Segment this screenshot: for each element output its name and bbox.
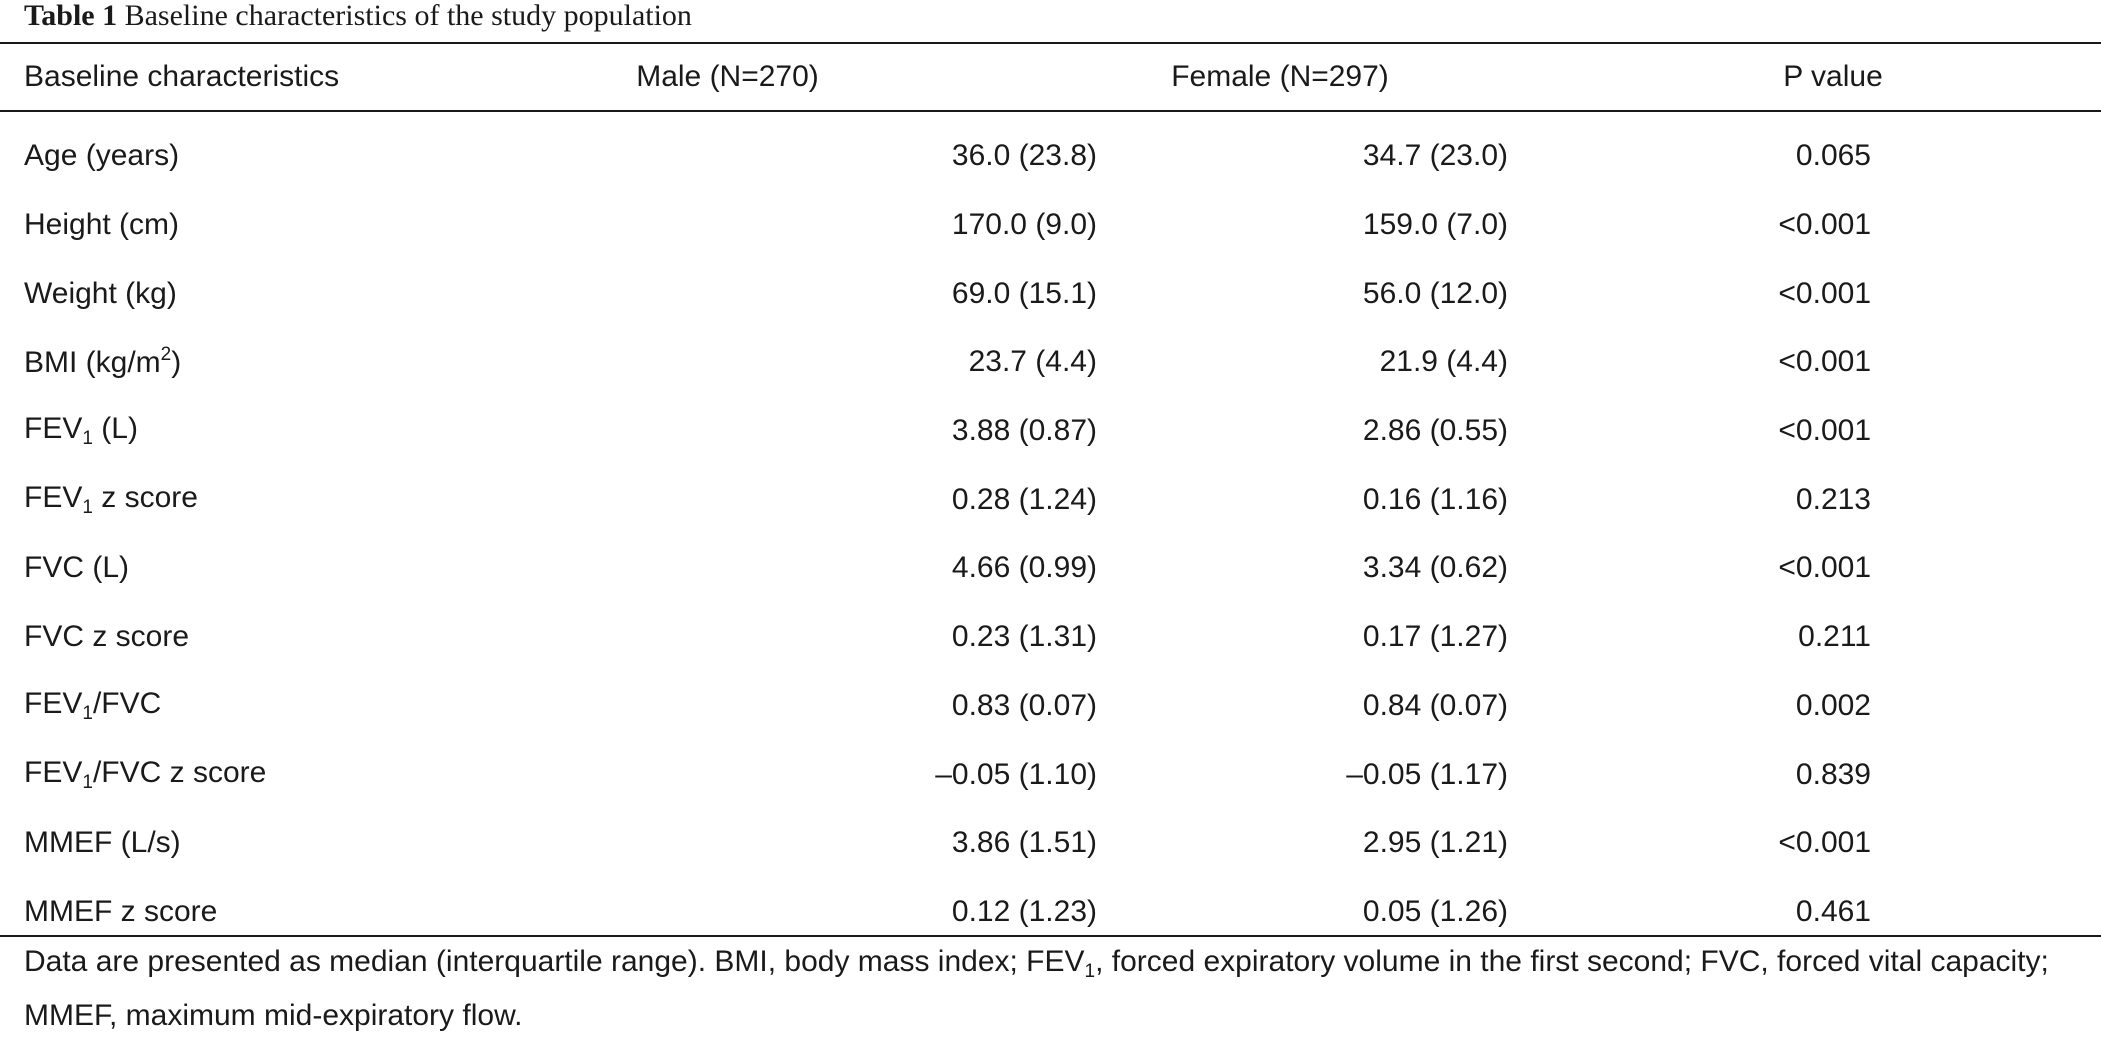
p-value: 0.213 xyxy=(1795,482,1871,516)
female-value: 3.34 (0.62) xyxy=(1362,551,1508,585)
male-value: 4.66 (0.99) xyxy=(951,551,1097,585)
table-header-rule xyxy=(0,110,2101,112)
column-header-female: Female (N=297) xyxy=(1171,60,1389,93)
row-label: BMI (kg/m2) xyxy=(0,328,460,397)
table-top-rule xyxy=(0,42,2101,44)
table-row: FEV1 (L) 3.88 (0.87) 2.86 (0.55) <0.001 xyxy=(0,397,2101,466)
table-bottom-rule xyxy=(0,935,2101,937)
female-value: 0.16 (1.16) xyxy=(1362,482,1508,516)
male-value: 0.83 (0.07) xyxy=(951,688,1097,722)
table-row: Age (years) 36.0 (23.8) 34.7 (23.0) 0.06… xyxy=(0,122,2101,191)
female-value: 2.86 (0.55) xyxy=(1362,414,1508,448)
row-label-suffix: /FVC z score xyxy=(92,755,267,789)
row-label-text: FEV xyxy=(24,412,83,446)
row-label-superscript: 2 xyxy=(160,344,172,366)
male-value: 36.0 (23.8) xyxy=(951,139,1097,173)
table-row: MMEF (L/s) 3.86 (1.51) 2.95 (1.21) <0.00… xyxy=(0,809,2101,878)
row-label: FEV1 z score xyxy=(0,465,460,534)
table-row: FEV1/FVC 0.83 (0.07) 0.84 (0.07) 0.002 xyxy=(0,672,2101,741)
female-value: 159.0 (7.0) xyxy=(1362,208,1508,242)
row-label: Height (cm) xyxy=(24,208,180,242)
row-label: FEV1/FVC xyxy=(0,672,460,741)
table-caption: Table 1 Baseline characteristics of the … xyxy=(24,0,692,36)
p-value: <0.001 xyxy=(1778,345,1871,379)
male-value: 69.0 (15.1) xyxy=(951,276,1097,310)
table-footnote: Data are presented as median (interquart… xyxy=(24,940,2084,1038)
table-header-row: Baseline characteristics Male (N=270) Fe… xyxy=(0,44,2101,110)
female-value: 56.0 (12.0) xyxy=(1362,276,1508,310)
row-label: MMEF z score xyxy=(24,894,218,928)
p-value: <0.001 xyxy=(1778,208,1871,242)
table-row: FVC (L) 4.66 (0.99) 3.34 (0.62) <0.001 xyxy=(0,534,2101,603)
female-value: 2.95 (1.21) xyxy=(1362,826,1508,860)
row-label-suffix: /FVC xyxy=(92,686,162,720)
row-label-text: FEV xyxy=(24,686,83,720)
row-label-text: FEV xyxy=(24,480,83,514)
row-label-suffix: ) xyxy=(171,346,182,380)
row-label-suffix: (L) xyxy=(92,412,138,446)
table-caption-title: Baseline characteristics of the study po… xyxy=(124,0,692,32)
footnote-text-continued: , forced expiratory volume in the first … xyxy=(24,945,2049,1032)
p-value: <0.001 xyxy=(1778,826,1871,860)
p-value: <0.001 xyxy=(1778,551,1871,585)
female-value: 0.17 (1.27) xyxy=(1362,620,1508,654)
table-row: FEV1 z score 0.28 (1.24) 0.16 (1.16) 0.2… xyxy=(0,465,2101,534)
row-label-subscript: 1 xyxy=(82,496,93,518)
table-row: BMI (kg/m2) 23.7 (4.4) 21.9 (4.4) <0.001 xyxy=(0,328,2101,397)
p-value: <0.001 xyxy=(1778,414,1871,448)
female-value: 21.9 (4.4) xyxy=(1379,345,1508,379)
p-value: 0.065 xyxy=(1795,139,1871,173)
row-label: FEV1/FVC z score xyxy=(0,740,460,809)
male-value: 0.28 (1.24) xyxy=(951,482,1097,516)
male-value: 23.7 (4.4) xyxy=(968,345,1097,379)
male-value: 3.86 (1.51) xyxy=(951,826,1097,860)
p-value: 0.002 xyxy=(1795,688,1871,722)
table-row: Weight (kg) 69.0 (15.1) 56.0 (12.0) <0.0… xyxy=(0,259,2101,328)
row-label: FVC z score xyxy=(24,620,190,654)
row-label-subscript: 1 xyxy=(82,428,93,450)
row-label: FEV1 (L) xyxy=(0,397,460,466)
table-row: FVC z score 0.23 (1.31) 0.17 (1.27) 0.21… xyxy=(0,603,2101,672)
male-value: 0.23 (1.31) xyxy=(951,620,1097,654)
female-value: 34.7 (23.0) xyxy=(1362,139,1508,173)
column-header-characteristics: Baseline characteristics xyxy=(24,60,340,93)
table-row: FEV1/FVC z score –0.05 (1.10) –0.05 (1.1… xyxy=(0,740,2101,809)
table-row: Height (cm) 170.0 (9.0) 159.0 (7.0) <0.0… xyxy=(0,191,2101,260)
footnote-subscript: 1 xyxy=(1084,961,1096,982)
p-value: 0.211 xyxy=(1798,620,1871,654)
row-label-suffix: z score xyxy=(92,480,198,514)
footnote-text: Data are presented as median (interquart… xyxy=(24,945,1085,978)
p-value: 0.839 xyxy=(1795,757,1871,791)
male-value: 170.0 (9.0) xyxy=(951,208,1097,242)
baseline-characteristics-table: Baseline characteristics Male (N=270) Fe… xyxy=(0,44,2101,946)
male-value: 0.12 (1.23) xyxy=(951,894,1097,928)
female-value: 0.84 (0.07) xyxy=(1362,688,1508,722)
row-label-text: BMI (kg/m xyxy=(24,346,161,380)
table-caption-label: Table 1 xyxy=(24,0,118,32)
male-value: 3.88 (0.87) xyxy=(951,414,1097,448)
row-label: FVC (L) xyxy=(24,551,129,585)
row-label-subscript: 1 xyxy=(82,702,93,724)
male-value: –0.05 (1.10) xyxy=(935,757,1097,791)
table-row: MMEF z score 0.12 (1.23) 0.05 (1.26) 0.4… xyxy=(0,878,2101,947)
column-header-p-value: P value xyxy=(1783,60,1883,93)
row-label-text: FEV xyxy=(24,755,83,789)
row-label-subscript: 1 xyxy=(82,771,93,793)
row-label: Weight (kg) xyxy=(24,276,177,310)
female-value: 0.05 (1.26) xyxy=(1362,894,1508,928)
p-value: <0.001 xyxy=(1778,276,1871,310)
row-label: Age (years) xyxy=(24,139,180,173)
column-header-male: Male (N=270) xyxy=(636,60,819,93)
p-value: 0.461 xyxy=(1795,894,1871,928)
female-value: –0.05 (1.17) xyxy=(1346,757,1508,791)
row-label: MMEF (L/s) xyxy=(24,826,181,860)
